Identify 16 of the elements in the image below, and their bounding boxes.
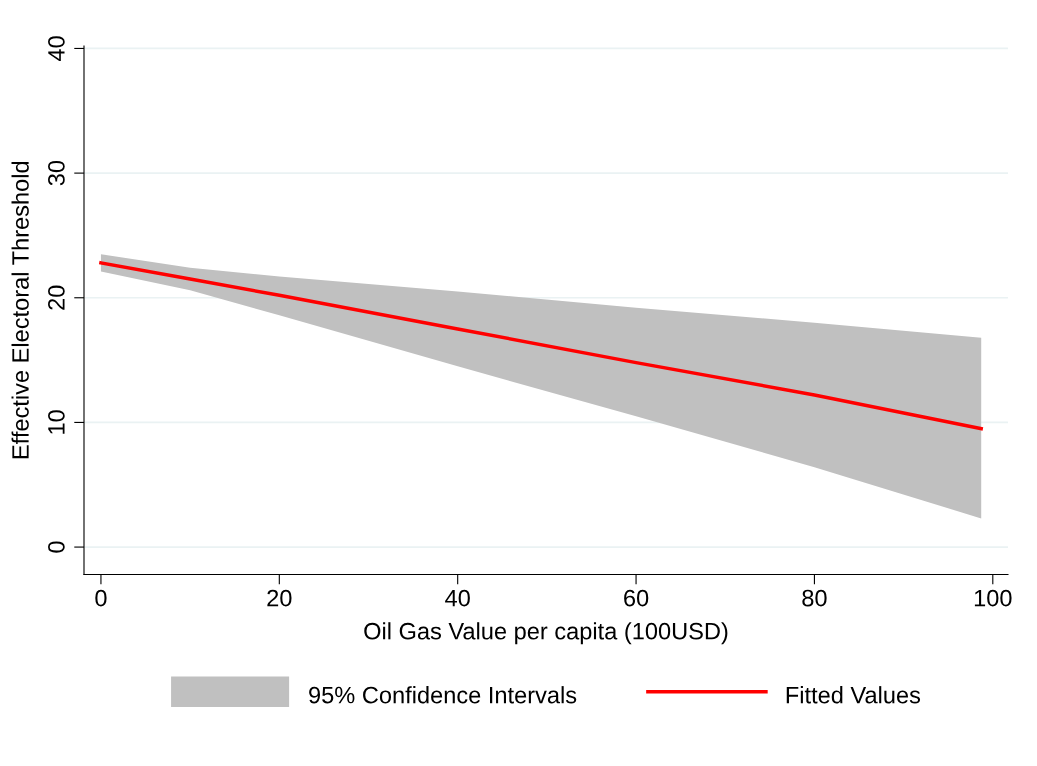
line-series — [99, 261, 983, 431]
x-tick-label: 0 — [95, 589, 107, 607]
y-tick-label: 10 — [48, 410, 65, 434]
y-tick-label: 40 — [48, 36, 65, 62]
text: 95% Confidence Intervals — [309, 686, 577, 704]
x-tick-label: 40 — [445, 589, 470, 607]
x-tick-label: 80 — [802, 589, 827, 607]
x-tick-label: 60 — [624, 589, 649, 607]
y-tick-label: 20 — [48, 285, 65, 310]
x-axis-title: Oil Gas Value per capita (100USD) — [364, 622, 728, 645]
y-axis-title: Effective Electoral Threshold — [11, 161, 29, 459]
x-tick-label: 100 — [974, 589, 1012, 607]
text: Fitted Values — [786, 686, 921, 704]
y-tick-label: 30 — [48, 160, 65, 186]
x-tick-label: 20 — [267, 589, 292, 607]
y-tick-label: 0 — [48, 541, 65, 553]
